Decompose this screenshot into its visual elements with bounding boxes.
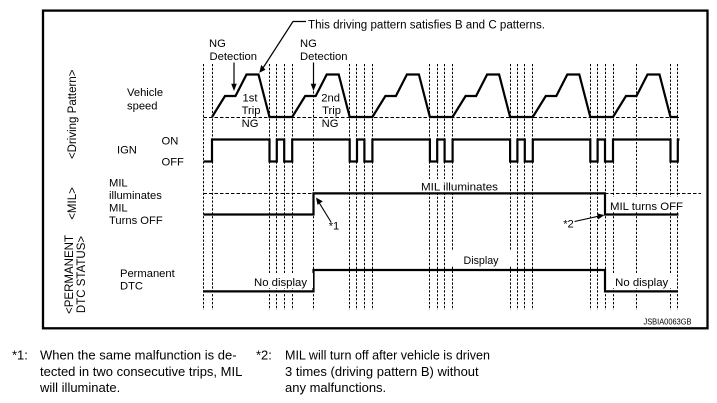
svg-text:1st: 1st <box>243 93 259 105</box>
svg-text:No display: No display <box>615 277 668 289</box>
svg-text:any malfunctions.: any malfunctions. <box>285 380 386 395</box>
svg-text:NG: NG <box>300 38 317 50</box>
svg-text:*2:: *2: <box>256 348 272 363</box>
svg-text:<PERMANENT: <PERMANENT <box>64 235 76 314</box>
svg-text:DTC STATUS>: DTC STATUS> <box>76 236 88 313</box>
svg-text:JSBIA0063GB: JSBIA0063GB <box>644 318 692 327</box>
svg-text:NG: NG <box>322 118 339 130</box>
svg-text:tected in two consecutive trip: tected in two consecutive trips, MIL <box>40 364 242 379</box>
svg-text:NG: NG <box>242 118 259 130</box>
svg-text:When the same malfunction is d: When the same malfunction is de- <box>40 348 237 363</box>
svg-text:will illuminate.: will illuminate. <box>39 380 120 395</box>
svg-text:ON: ON <box>162 136 179 148</box>
svg-text:Turns OFF: Turns OFF <box>109 215 163 227</box>
svg-text:MIL: MIL <box>109 178 128 190</box>
svg-text:Detection: Detection <box>300 51 348 63</box>
svg-text:NG: NG <box>209 38 226 50</box>
svg-text:IGN: IGN <box>117 145 137 157</box>
svg-text:MIL: MIL <box>109 203 128 215</box>
svg-text:Display: Display <box>464 255 499 267</box>
svg-text:Permanent: Permanent <box>120 268 176 280</box>
svg-text:OFF: OFF <box>162 157 185 169</box>
svg-text:Detection: Detection <box>210 51 258 63</box>
svg-text:illuminates: illuminates <box>109 190 162 202</box>
svg-text:MIL turns OFF: MIL turns OFF <box>610 201 683 213</box>
svg-text:*2: *2 <box>563 218 574 230</box>
svg-text:This driving pattern satisfies: This driving pattern satisfies B and C p… <box>308 20 545 32</box>
svg-text:MIL will turn off after vehicl: MIL will turn off after vehicle is drive… <box>285 348 490 363</box>
svg-text:Trip: Trip <box>322 105 341 117</box>
svg-text:<MIL>: <MIL> <box>67 187 79 220</box>
svg-text:3 times (driving pattern B) wi: 3 times (driving pattern B) without <box>285 364 479 379</box>
svg-text:<Driving Pattern>: <Driving Pattern> <box>67 69 79 159</box>
svg-text:Vehicle: Vehicle <box>127 87 163 99</box>
svg-text:speed: speed <box>127 101 157 113</box>
svg-text:2nd: 2nd <box>321 93 340 105</box>
svg-text:Trip: Trip <box>242 105 261 117</box>
svg-text:*1:: *1: <box>12 348 28 363</box>
svg-text:*1: *1 <box>329 221 340 233</box>
svg-text:No display: No display <box>254 277 307 289</box>
svg-text:DTC: DTC <box>120 281 143 293</box>
svg-text:MIL illuminates: MIL illuminates <box>421 181 498 193</box>
